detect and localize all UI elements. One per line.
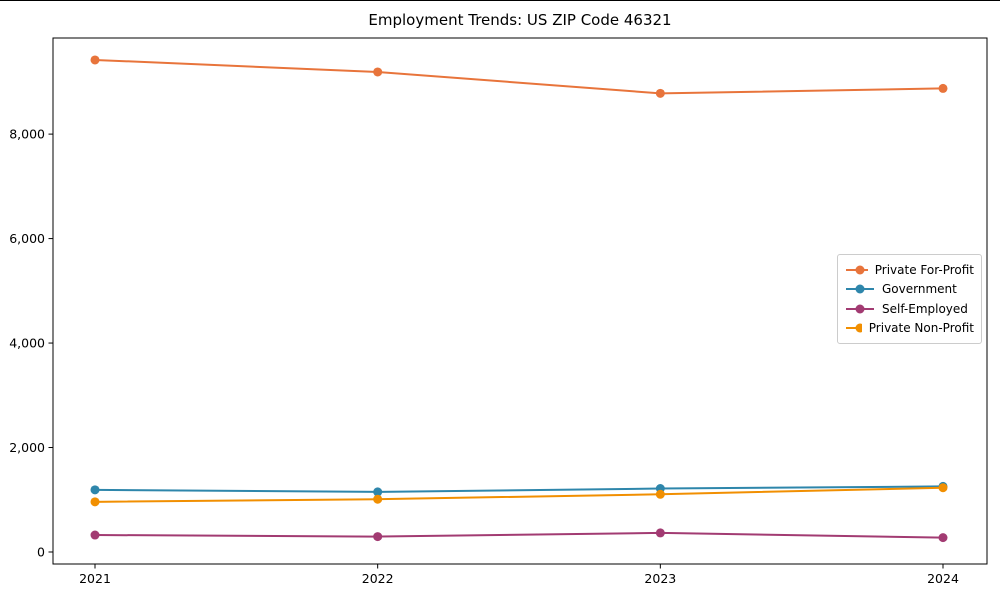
data-point-self-employed [373,532,383,542]
y-axis: 0 2,000 4,000 6,000 8,000 [9,127,53,559]
legend: Private For-Profit Government Self-Employe… [837,254,982,344]
y-tick-label: 2,000 [9,440,45,455]
data-point-private-non-profit [938,483,948,493]
data-point-self-employed [655,528,665,538]
x-tick-label: 2021 [79,571,111,586]
data-point-government [373,487,383,497]
data-point-private-non-profit [373,494,383,504]
y-tick-label: 6,000 [9,231,45,246]
y-tick-label: 4,000 [9,336,45,351]
data-point-self-employed [938,533,948,543]
legend-item-private-for-profit: Private For-Profit [845,264,974,276]
legend-item-private-non-profit: Private Non-Profit [845,322,974,334]
y-tick-label: 8,000 [9,127,45,142]
data-point-private-for-profit [90,55,100,65]
legend-marker-government [846,284,874,294]
x-tick-label: 2024 [927,571,959,586]
series-line-self-employed [94,531,944,539]
legend-marker-private-for-profit [846,265,868,275]
series-layer [90,55,948,543]
data-point-private-for-profit [373,67,383,77]
data-point-government [90,485,100,495]
series-line-government [94,485,944,493]
data-point-private-for-profit [655,88,665,98]
legend-label-private-for-profit: Private For-Profit [874,262,974,277]
x-axis: 2021 2022 2023 2024 [79,564,959,586]
x-tick-label: 2023 [644,571,676,586]
axes-frame [52,37,988,565]
legend-label-private-non-profit: Private Non-Profit [868,321,974,336]
x-tick-label: 2022 [362,571,394,586]
y-tick-label: 0 [37,544,45,559]
series-line-private-for-profit [94,58,944,95]
data-point-self-employed [90,530,100,540]
legend-item-government: Government [845,283,974,295]
chart-title: Employment Trends: US ZIP Code 46321 [368,11,672,29]
legend-label-self-employed: Self-Employed [882,301,968,316]
series-line-private-non-profit [94,486,944,503]
legend-marker-private-non-profit [846,323,862,333]
data-point-private-non-profit [655,489,665,499]
data-point-private-non-profit [90,497,100,507]
plot-area-border [52,37,988,565]
legend-item-self-employed: Self-Employed [845,303,974,315]
legend-marker-self-employed [846,304,874,314]
data-point-private-for-profit [938,83,948,93]
legend-label-government: Government [882,282,957,297]
